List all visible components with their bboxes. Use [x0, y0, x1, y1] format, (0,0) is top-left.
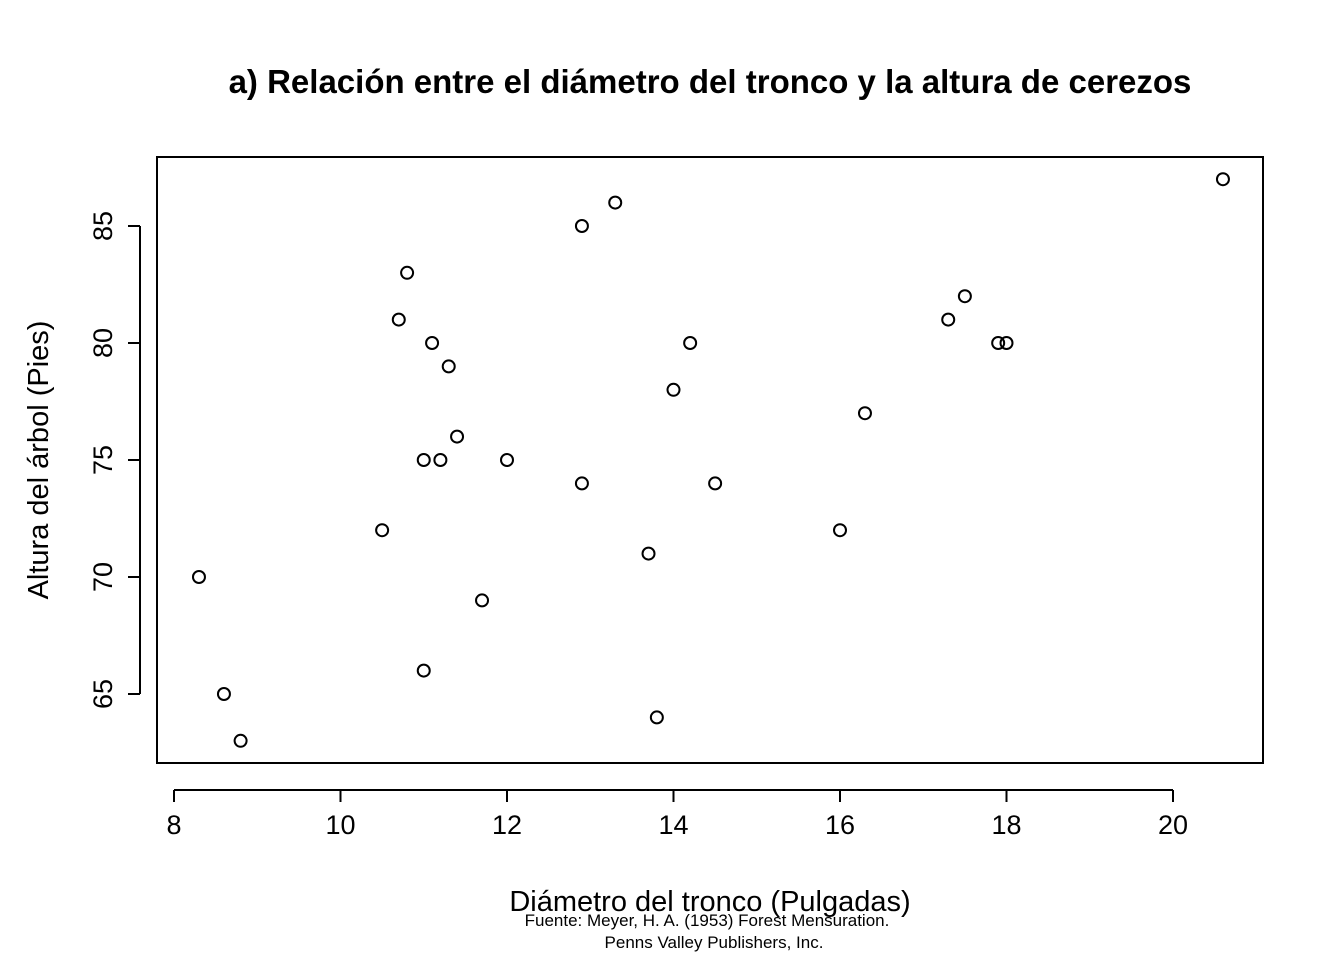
y-axis-label: Altura del árbol (Pies): [23, 321, 55, 600]
data-point: [400, 265, 415, 280]
data-point: [999, 336, 1014, 350]
x-tick-label: 14: [658, 810, 688, 840]
x-tick-label: 16: [825, 810, 855, 840]
data-point: [433, 453, 448, 467]
x-tick-label: 8: [166, 810, 181, 840]
chart-title: a) Relación entre el diámetro del tronco…: [229, 63, 1192, 100]
data-point: [233, 733, 248, 748]
data-point: [957, 289, 972, 304]
data-point: [425, 336, 440, 350]
x-tick-label: 10: [325, 810, 355, 840]
source-caption-line-2: Penns Valley Publishers, Inc.: [605, 933, 824, 952]
data-point: [574, 476, 589, 491]
y-tick-label: 85: [88, 211, 118, 241]
plot-frame: [156, 156, 1264, 764]
data-point: [1215, 172, 1230, 187]
data-point: [683, 336, 698, 350]
x-tick-label: 20: [1158, 810, 1188, 840]
y-tick-label: 80: [88, 328, 118, 358]
data-points: [191, 172, 1230, 748]
data-point: [441, 359, 456, 374]
x-axis: 8 10 12 14 16 18 20: [166, 789, 1188, 840]
data-point: [416, 663, 431, 678]
data-point: [708, 476, 723, 491]
data-point: [991, 336, 1006, 350]
data-point: [857, 406, 872, 421]
data-point: [391, 312, 406, 327]
data-point: [608, 195, 623, 210]
y-axis: 65 70 75 80 85: [88, 211, 141, 709]
x-tick-label: 12: [492, 810, 522, 840]
data-point: [450, 429, 465, 444]
data-point: [416, 453, 431, 467]
data-point: [641, 546, 656, 561]
data-point: [574, 219, 589, 233]
x-tick-label: 18: [991, 810, 1021, 840]
data-point: [375, 523, 390, 538]
data-point: [191, 570, 206, 584]
data-point: [666, 382, 681, 397]
data-point: [941, 312, 956, 327]
y-tick-label: 70: [88, 562, 118, 592]
y-tick-label: 65: [88, 679, 118, 709]
data-point: [649, 710, 664, 725]
data-point: [500, 453, 514, 467]
y-tick-label: 75: [88, 445, 118, 475]
source-caption-line-1: Fuente: Meyer, H. A. (1953) Forest Mensu…: [525, 911, 890, 930]
data-point: [475, 593, 490, 608]
data-point: [833, 523, 847, 538]
data-point: [216, 687, 231, 701]
x-axis-label: Diámetro del tronco (Pulgadas): [509, 886, 910, 918]
